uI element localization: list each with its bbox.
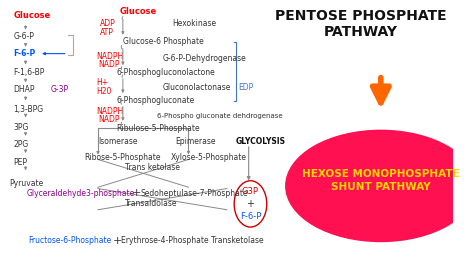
Text: H20: H20 [97,87,112,96]
Text: Glucose: Glucose [120,7,157,16]
Text: F-6-P: F-6-P [13,49,36,58]
Text: Erythrose-4-Phosphate Transketolase: Erythrose-4-Phosphate Transketolase [120,236,263,246]
Text: +: + [132,188,141,198]
Text: Glyceraldehyde3-phosphate: Glyceraldehyde3-phosphate [27,189,135,198]
Text: Hexokinase: Hexokinase [173,19,217,28]
Text: Ribose-5-Phosphate: Ribose-5-Phosphate [84,153,161,162]
Text: H+: H+ [97,78,109,87]
Text: Xylose-5-Phosphate: Xylose-5-Phosphate [170,153,246,162]
Text: 6-Phosphogluconate: 6-Phosphogluconate [116,96,194,105]
Text: DHAP: DHAP [13,85,35,94]
Text: Pyruvate: Pyruvate [10,179,44,188]
Text: F-6-P: F-6-P [240,212,261,221]
Text: 3PG: 3PG [13,123,29,132]
Text: GLYCOLYSIS: GLYCOLYSIS [236,137,286,146]
Text: ATP: ATP [100,28,114,38]
Text: NADPH: NADPH [97,52,124,61]
Text: 1,3-BPG: 1,3-BPG [13,105,44,114]
Text: 6-Phosphogluconolactone: 6-Phosphogluconolactone [116,68,215,77]
Text: NADPH: NADPH [97,107,124,115]
Text: Gluconolactonase: Gluconolactonase [163,83,231,92]
Text: +: + [246,199,255,209]
Text: Glucose: Glucose [13,11,51,20]
Text: 6-Phospho gluconate dehdrogenase: 6-Phospho gluconate dehdrogenase [157,113,283,119]
Text: Sedoheptulase-7-Phosphate: Sedoheptulase-7-Phosphate [141,189,248,198]
Text: Trans ketolase: Trans ketolase [125,163,180,172]
Text: 2PG: 2PG [13,140,28,149]
Text: Fructose-6-Phosphate: Fructose-6-Phosphate [28,236,111,246]
Text: G-3P: G-3P [50,85,69,94]
Text: Ribulose-5-Phosphate: Ribulose-5-Phosphate [116,124,200,133]
Text: +: + [113,236,122,246]
Text: HEXOSE MONOPHOSPHATE
SHUNT PATHWAY: HEXOSE MONOPHOSPHATE SHUNT PATHWAY [302,169,460,192]
Text: G-6-P-Dehydrogenase: G-6-P-Dehydrogenase [163,54,246,63]
Text: PENTOSE PHOSPHATE
PATHWAY: PENTOSE PHOSPHATE PATHWAY [274,9,446,39]
Text: Epimerase: Epimerase [175,137,215,146]
Text: NADP: NADP [98,115,119,124]
Text: EDP: EDP [239,83,254,92]
Text: ADP: ADP [100,19,116,28]
Text: NADP: NADP [98,60,119,69]
Text: G3P: G3P [242,187,259,196]
Text: Glucose-6 Phosphate: Glucose-6 Phosphate [123,37,204,46]
Circle shape [286,130,474,242]
Text: PEP: PEP [13,158,27,167]
Text: F-1,6-BP: F-1,6-BP [13,68,45,77]
Text: Isomerase: Isomerase [98,137,137,146]
Text: G-6-P: G-6-P [13,32,34,41]
Text: Transaldolase: Transaldolase [125,200,178,209]
